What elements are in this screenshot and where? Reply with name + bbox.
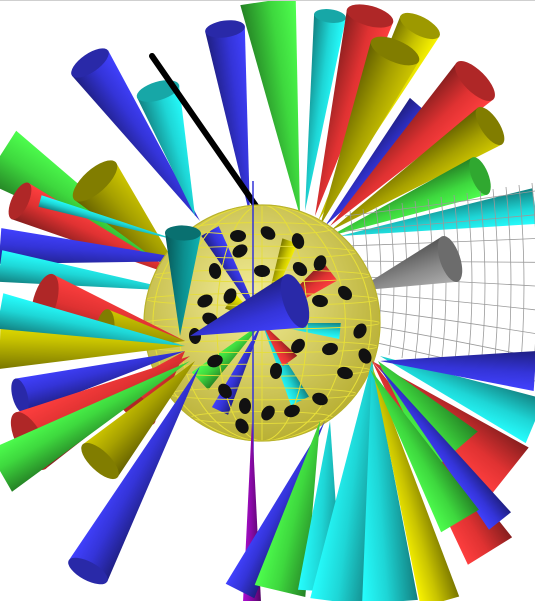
cone-cyan-12 xyxy=(136,80,195,216)
cone-group-front xyxy=(0,225,535,601)
sphere-spot xyxy=(232,244,248,258)
sphere-spot xyxy=(358,348,372,364)
cone-blue-6 xyxy=(11,351,185,414)
cone-red-7 xyxy=(330,61,495,226)
sphere-spot xyxy=(292,262,308,276)
sphere-spot xyxy=(291,338,305,354)
cone-blue-1 xyxy=(190,274,310,336)
cone-olive-5 xyxy=(320,36,420,226)
rod-black xyxy=(149,53,259,209)
cone-blue-22 xyxy=(380,351,535,391)
cone-green-14 xyxy=(254,421,320,597)
sphere-spot xyxy=(208,263,222,279)
cone-green-in3 xyxy=(191,323,262,390)
sphere-spot xyxy=(261,405,275,421)
sphere-spot xyxy=(269,363,283,379)
sphere-spot xyxy=(197,294,213,308)
sphere-spot xyxy=(223,288,237,304)
cone-cyan-17 xyxy=(362,361,418,601)
cone-yellow-18 xyxy=(372,366,460,601)
cone-cyan-21 xyxy=(380,356,535,444)
sphere-spot xyxy=(284,404,300,418)
sphere-spot xyxy=(353,323,367,339)
cone-blue-in0 xyxy=(201,226,262,323)
cone-group-back xyxy=(0,1,535,291)
cone-blue-0 xyxy=(205,20,250,216)
cone-blue-16 xyxy=(0,228,200,264)
cone-blue-24 xyxy=(378,366,511,530)
cone-cyan-2 xyxy=(305,9,346,211)
sphere-spot xyxy=(230,230,246,242)
cone-red-in5 xyxy=(262,323,298,367)
cone-cyan-16 xyxy=(310,361,372,601)
sphere-spot xyxy=(235,418,249,434)
sphere-spot xyxy=(238,398,252,414)
cone-green-10 xyxy=(0,361,190,492)
sphere-spot xyxy=(337,285,353,301)
sphere-spot xyxy=(218,383,232,399)
sphere-spot xyxy=(337,366,353,380)
sphere-spot xyxy=(291,233,305,249)
cone-blue-11 xyxy=(68,366,200,585)
sphere-spot xyxy=(313,255,327,271)
cone-cyan-17 xyxy=(38,195,181,241)
sphere-spot xyxy=(312,392,328,406)
cone-cyan-10 xyxy=(340,188,535,236)
sphere-spot xyxy=(260,226,276,240)
cone-green-25 xyxy=(370,369,479,533)
sphere-spot xyxy=(322,342,338,356)
cone-olive-9 xyxy=(81,361,195,480)
cone-green-1 xyxy=(240,1,300,216)
cone-olive-14 xyxy=(72,160,185,281)
sphere-spot xyxy=(254,264,270,278)
cone-teal-0 xyxy=(165,225,201,336)
cone-blue-11 xyxy=(71,48,201,222)
sphere-spot xyxy=(312,294,328,308)
cone-gray-99 xyxy=(355,236,463,291)
cone-blue-13 xyxy=(225,421,325,599)
cone-cyan-5 xyxy=(0,293,185,346)
cone-green-23 xyxy=(378,361,478,471)
cone-olive-8 xyxy=(330,106,505,231)
cone-green-9 xyxy=(330,157,491,236)
sphere-spot xyxy=(207,354,223,368)
